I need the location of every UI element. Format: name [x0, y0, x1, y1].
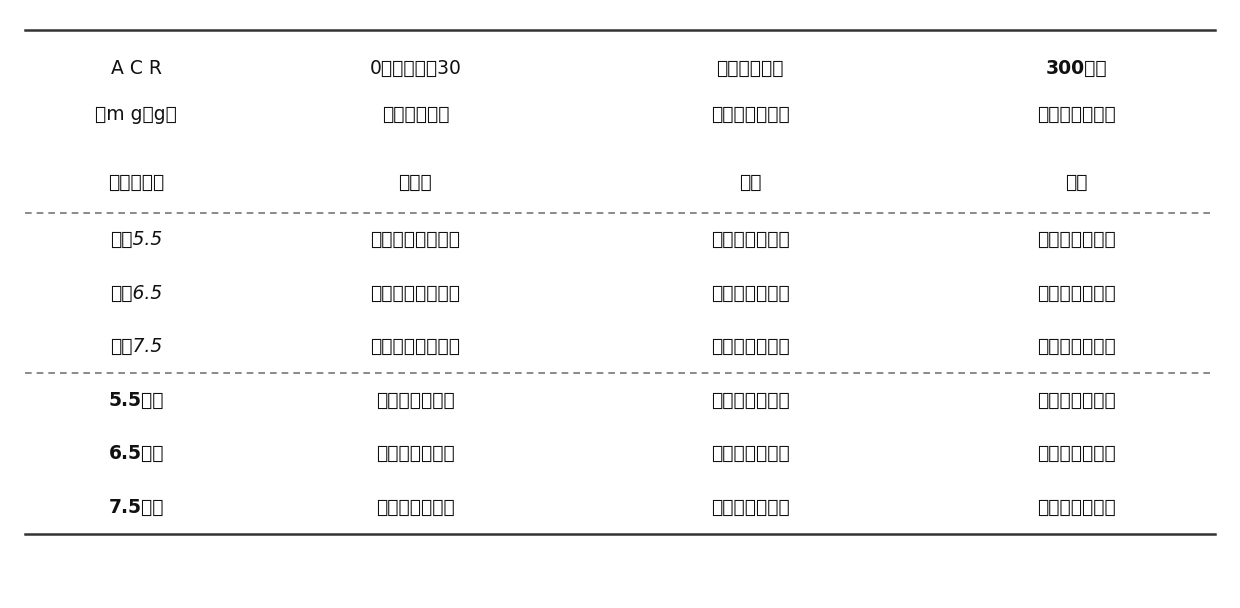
Text: 小于6.5: 小于6.5 — [110, 283, 162, 303]
Text: ５７（３１％）: ５７（３１％） — [376, 444, 455, 463]
Text: 小于7.5: 小于7.5 — [110, 337, 162, 356]
Text: （早期肾病期）: （早期肾病期） — [711, 105, 790, 124]
Text: 7.5以上: 7.5以上 — [109, 497, 164, 517]
Text: ３２（７３％）: ３２（７３％） — [1037, 444, 1116, 463]
Text: ３０（６８％）: ３０（６８％） — [1037, 497, 1116, 517]
Text: ３０～２９９: ３０～２９９ — [717, 58, 784, 78]
Text: ４６（５２％）: ４６（５２％） — [711, 230, 790, 249]
Text: １２５（６９％）: １２５（６９％） — [371, 283, 460, 303]
Text: 300以上: 300以上 — [1045, 58, 1107, 78]
Text: ３４（７７％）: ３４（７７％） — [1037, 390, 1116, 410]
Text: １３１（７２％）: １３１（７２％） — [371, 337, 460, 356]
Text: 受检者人数: 受检者人数 — [108, 173, 165, 192]
Text: A C R: A C R — [110, 58, 162, 78]
Text: ３５（３９％）: ３５（３９％） — [711, 444, 790, 463]
Text: ６４（３５％）: ６４（３５％） — [376, 390, 455, 410]
Text: 小于5.5: 小于5.5 — [110, 230, 162, 249]
Text: ３１（３５％）: ３１（３５％） — [711, 497, 790, 517]
Text: 6.5以上: 6.5以上 — [109, 444, 164, 463]
Text: ５１（２８％）: ５１（２８％） — [376, 497, 455, 517]
Text: 5.5以上: 5.5以上 — [109, 390, 164, 410]
Text: ５８（６５％）: ５８（６５％） — [711, 337, 790, 356]
Text: ５４（６１％）: ５４（６１％） — [711, 283, 790, 303]
Text: ４４: ４４ — [1065, 173, 1087, 192]
Text: ８９: ８９ — [739, 173, 761, 192]
Text: １０（２３％）: １０（２３％） — [1037, 230, 1116, 249]
Text: 0以上且小于30: 0以上且小于30 — [370, 58, 461, 78]
Text: （显性肾病期）: （显性肾病期） — [1037, 105, 1116, 124]
Text: （m g／g）: （m g／g） — [95, 105, 177, 124]
Text: １２（２７％）: １２（２７％） — [1037, 283, 1116, 303]
Text: １４（３２％）: １４（３２％） — [1037, 337, 1116, 356]
Text: １１８（６５％）: １１８（６５％） — [371, 230, 460, 249]
Text: １８２: １８２ — [398, 173, 433, 192]
Text: ４３（４８％）: ４３（４８％） — [711, 390, 790, 410]
Text: （肾病前期）: （肾病前期） — [382, 105, 449, 124]
